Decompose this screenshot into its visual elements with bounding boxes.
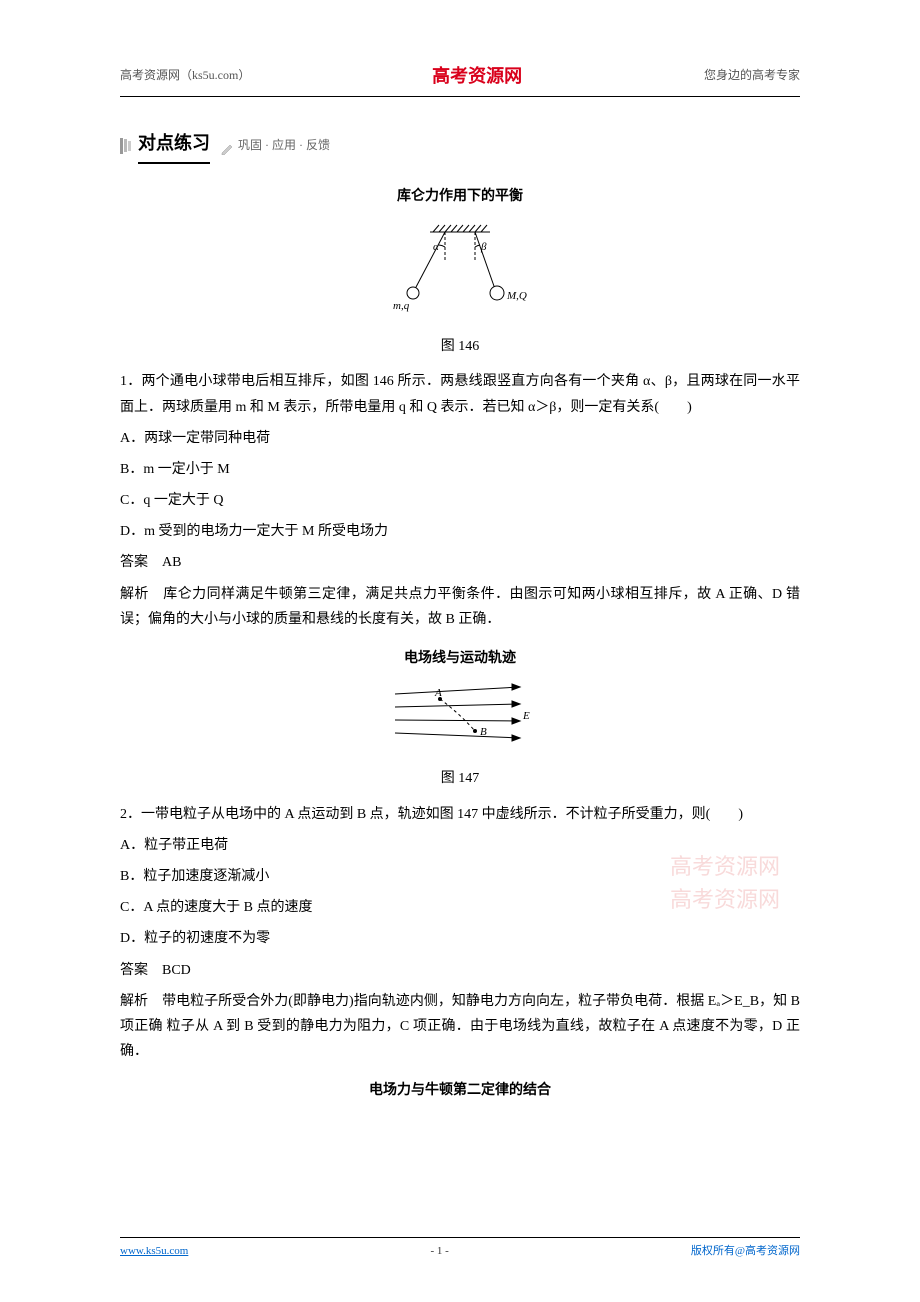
q2-explanation-text: 带电粒子所受合外力(即静电力)指向轨迹内侧，知静电力方向向左，粒子带负电荷．根据… [120,994,800,1059]
page-header: 高考资源网（ks5u.com） 高考资源网 您身边的高考专家 [120,60,800,97]
page-footer: www.ks5u.com - 1 - 版权所有@高考资源网 [120,1237,800,1262]
q2-answer-value: BCD [162,963,191,978]
q2-option-d: D．粒子的初速度不为零 [120,926,800,951]
topic1-heading: 库仑力作用下的平衡 [120,184,800,209]
figure-147-caption: 图 147 [120,766,800,791]
answer-label: 答案 [120,555,148,570]
figure-146: α β m,q M,Q [120,217,800,326]
q1-explanation: 解析 库仑力同样满足牛顿第三定律，满足共点力平衡条件．由图示可知两小球相互排斥，… [120,582,800,632]
section-subtitle: 巩固 · 应用 · 反馈 [238,135,330,157]
topic2-heading: 电场线与运动轨迹 [120,646,800,671]
q1-option-a: A．两球一定带同种电荷 [120,426,800,451]
q2-option-b: B．粒子加速度逐渐减小 [120,864,800,889]
figure-146-caption: 图 146 [120,334,800,359]
header-source: 高考资源网（ks5u.com） [120,65,250,87]
header-title: 高考资源网 [432,60,522,92]
right-ball-label: M,Q [506,290,527,302]
section-main-title: 对点练习 [138,127,210,163]
q1-answer: 答案 AB [120,550,800,575]
section-title: 对点练习 巩固 · 应用 · 反馈 [120,127,800,163]
topic3-heading: 电场力与牛顿第二定律的结合 [120,1078,800,1103]
footer-page-number: - 1 - [430,1242,448,1262]
q1-option-b: B．m 一定小于 M [120,457,800,482]
left-ball-label: m,q [393,300,410,312]
q2-option-a: A．粒子带正电荷 [120,833,800,858]
pencil-icon [220,139,234,153]
point-b-label: B [480,726,487,738]
q1-answer-value: AB [162,555,181,570]
q2-stem: 2．一带电粒子从电场中的 A 点运动到 B 点，轨迹如图 147 中虚线所示．不… [120,802,800,827]
q1-explanation-text: 库仑力同样满足牛顿第三定律，满足共点力平衡条件．由图示可知两小球相互排斥，故 A… [120,587,800,627]
explain-label: 解析 [120,587,149,602]
q2-option-c: C．A 点的速度大于 B 点的速度 [120,895,800,920]
q2-explanation: 解析 带电粒子所受合外力(即静电力)指向轨迹内侧，知静电力方向向左，粒子带负电荷… [120,989,800,1065]
decorative-bars-icon [120,133,132,158]
figure-147: A B E [120,679,800,758]
q1-option-c: C．q 一定大于 Q [120,488,800,513]
explain-label-2: 解析 [120,994,148,1009]
footer-url: www.ks5u.com [120,1242,188,1262]
field-e-label: E [522,710,530,722]
point-a-label: A [434,687,442,699]
header-tagline: 您身边的高考专家 [704,65,800,87]
q1-stem: 1．两个通电小球带电后相互排斥，如图 146 所示．两悬线跟竖直方向各有一个夹角… [120,369,800,419]
q2-answer: 答案 BCD [120,958,800,983]
alpha-label: α [433,241,439,253]
beta-label: β [480,241,487,253]
q1-option-d: D．m 受到的电场力一定大于 M 所受电场力 [120,519,800,544]
answer-label-2: 答案 [120,963,148,978]
footer-copyright: 版权所有@高考资源网 [691,1242,800,1262]
